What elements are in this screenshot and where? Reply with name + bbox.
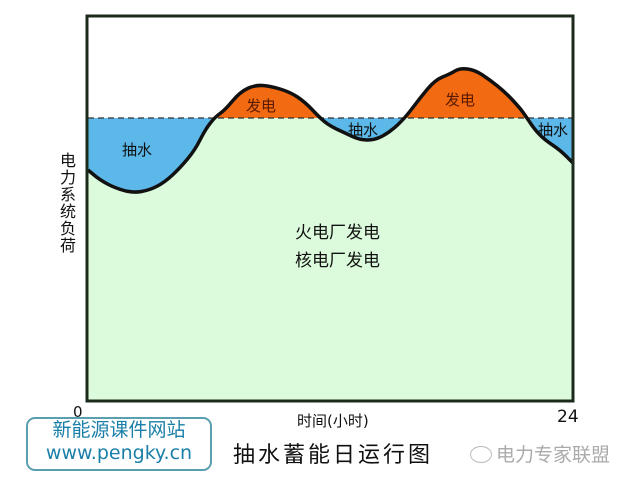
generation-label-2: 发电 — [445, 91, 476, 109]
generation-region — [214, 68, 527, 118]
site-logo: 新能源课件网站 www.pengky.cn — [26, 417, 212, 471]
diagram-title: 抽水蓄能日运行图 — [233, 443, 434, 468]
nuclear-plant-label: 核电厂发电 — [295, 251, 380, 271]
pump-label-mid: 抽水 — [348, 121, 379, 139]
thermal-plant-label: 火电厂发电 — [295, 223, 380, 243]
logo-line1: 新能源课件网站 — [52, 419, 186, 441]
x-axis-start: 0 — [73, 403, 83, 421]
y-axis-label: 电力系统负荷 — [57, 152, 76, 254]
logo-line2: www.pengky.cn — [45, 442, 193, 464]
load-curve — [86, 67, 575, 194]
wechat-icon — [470, 446, 492, 463]
watermark-text: 电力专家联盟 — [496, 444, 611, 466]
x-axis-end: 24 — [557, 407, 579, 427]
watermark: 电力专家联盟 — [470, 440, 610, 467]
generation-label-1: 发电 — [246, 97, 277, 115]
base-load-region — [88, 118, 573, 401]
x-axis-label: 时间(小时) — [297, 412, 369, 430]
pump-label-left: 抽水 — [122, 141, 153, 159]
pump-label-right: 抽水 — [538, 121, 569, 139]
plot-frame — [85, 14, 575, 403]
